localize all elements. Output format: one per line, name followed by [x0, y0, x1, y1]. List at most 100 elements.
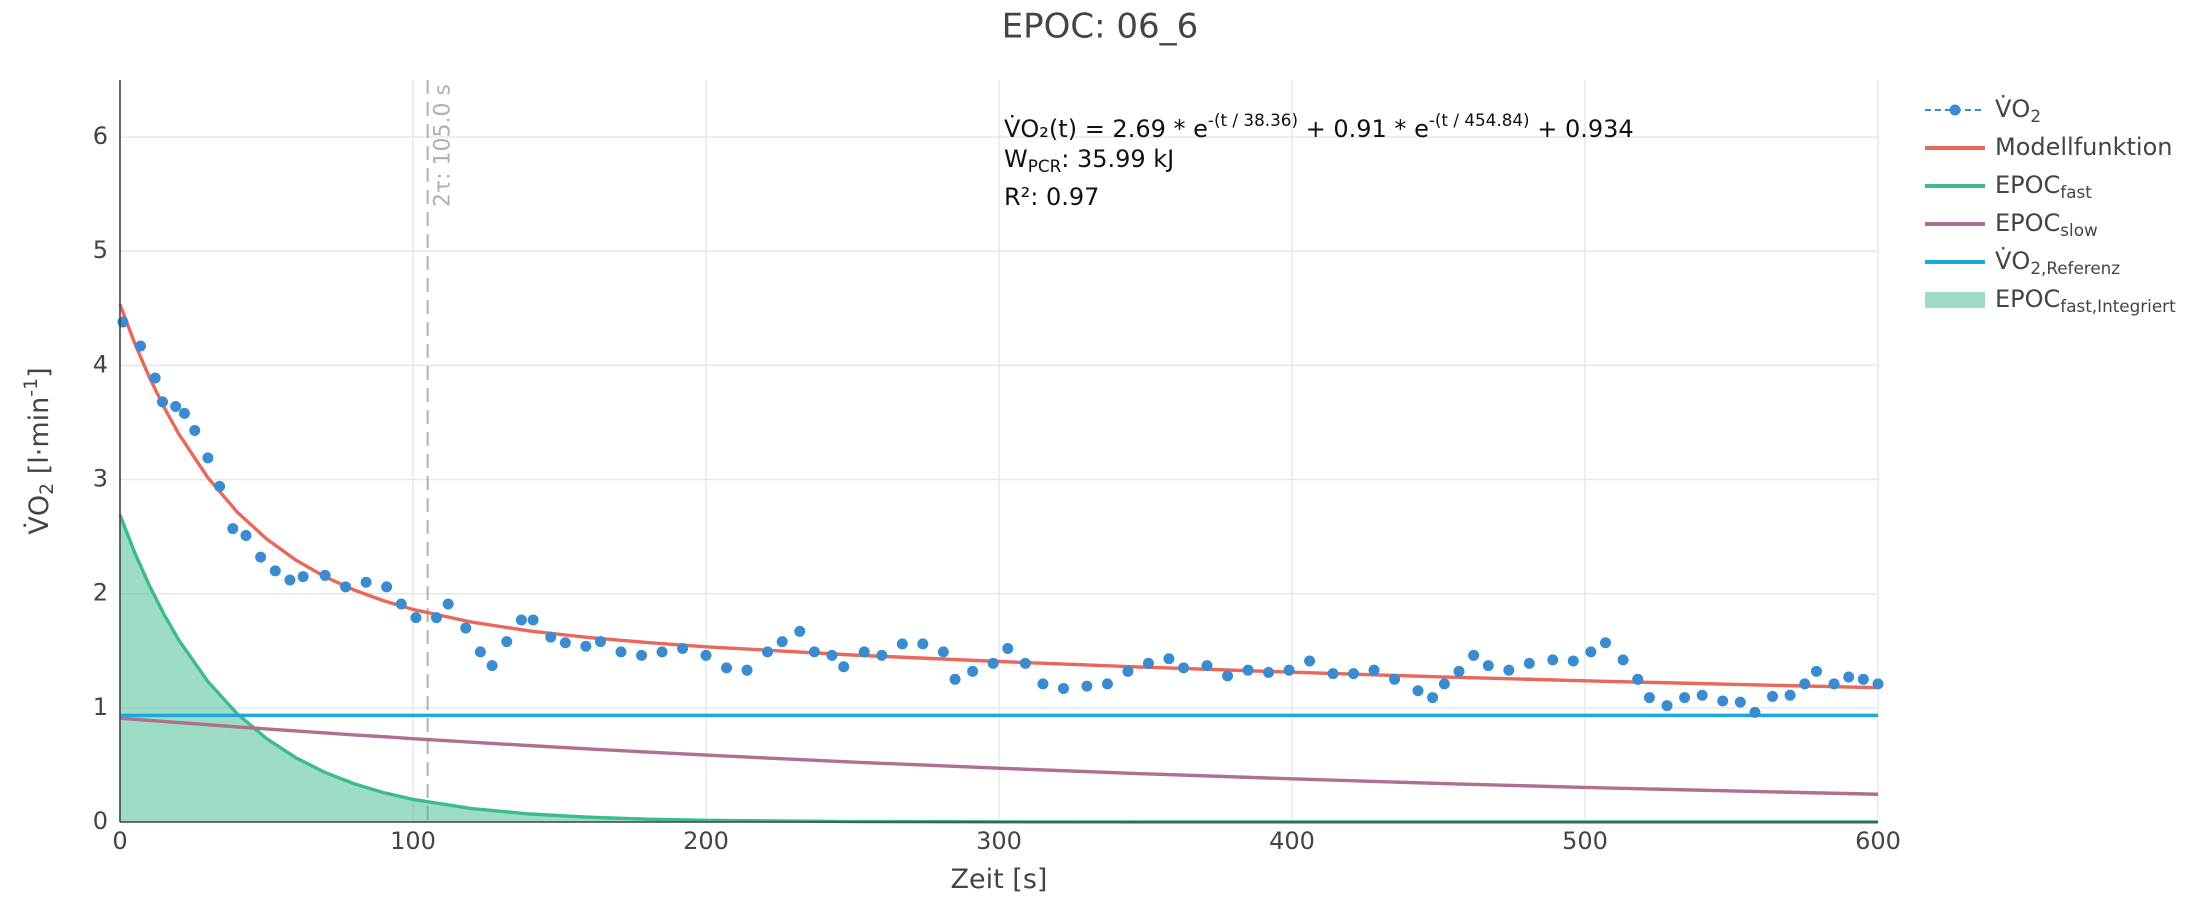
point	[1617, 654, 1629, 666]
point	[1019, 657, 1031, 669]
text-part: R²: 0.97	[1004, 183, 1099, 211]
point	[1810, 665, 1822, 677]
point	[202, 452, 214, 464]
point	[808, 646, 820, 658]
point	[1482, 660, 1494, 672]
annotation: R²: 0.97	[1004, 183, 1099, 211]
text-part: 2	[36, 483, 58, 495]
text-part: fast,Integriert	[2060, 296, 2176, 316]
point	[1567, 655, 1579, 667]
point	[1784, 689, 1796, 701]
point	[178, 407, 190, 419]
line	[119, 716, 1879, 796]
text-part: 2	[2030, 106, 2041, 126]
point	[501, 636, 513, 648]
y-tick-label: 4	[93, 350, 108, 378]
point	[1122, 665, 1134, 677]
point	[1178, 662, 1190, 674]
point	[1412, 685, 1424, 697]
annotation: WPCR: 35.99 kJ	[1004, 145, 1174, 176]
legend-label: EPOCfast	[1995, 171, 2092, 202]
point	[1222, 670, 1234, 682]
point	[700, 649, 712, 661]
point	[227, 523, 239, 535]
point	[1799, 678, 1811, 690]
point	[340, 581, 352, 593]
point	[395, 598, 407, 610]
x-tick-label: 100	[390, 827, 436, 855]
point	[381, 581, 393, 593]
point	[527, 614, 539, 626]
point	[1717, 695, 1729, 707]
point	[269, 565, 281, 577]
point	[149, 372, 161, 384]
point	[896, 638, 908, 650]
point	[545, 631, 557, 643]
x-tick-label: 400	[1269, 827, 1315, 855]
point	[135, 340, 147, 352]
point	[776, 636, 788, 648]
y-tick-label: 3	[93, 465, 108, 493]
text-part: Zeit [s]	[951, 864, 1048, 895]
point	[741, 664, 753, 676]
point	[1101, 678, 1113, 690]
y-tick-label: 5	[93, 236, 108, 264]
text-part: EPOC	[1995, 171, 2060, 199]
point	[949, 673, 961, 685]
point	[1438, 678, 1450, 690]
legend-label: EPOCslow	[1995, 209, 2098, 240]
point	[595, 636, 607, 648]
text-part: [l·min	[24, 397, 55, 483]
point	[1389, 673, 1401, 685]
x-tick-label: 200	[683, 827, 729, 855]
point	[1843, 671, 1855, 683]
point	[1468, 649, 1480, 661]
x-tick-label: 300	[976, 827, 1022, 855]
point	[838, 661, 850, 673]
point	[1828, 678, 1840, 690]
point	[284, 574, 296, 586]
point	[615, 646, 627, 658]
point	[1368, 664, 1380, 676]
point	[1327, 668, 1339, 680]
point	[1600, 637, 1612, 649]
chart-title: EPOC: 06_6	[1002, 7, 1199, 47]
point	[410, 612, 422, 624]
legend-label: V̇O2	[1995, 95, 2041, 126]
text-part: V̇O	[23, 495, 55, 535]
x-tick-label: 600	[1855, 827, 1901, 855]
point	[876, 649, 888, 661]
x-tick-label: 500	[1562, 827, 1608, 855]
point	[1503, 664, 1515, 676]
point	[762, 646, 774, 658]
point	[1872, 678, 1884, 690]
text-part: ]	[24, 367, 55, 378]
point	[1734, 696, 1746, 708]
point	[1585, 646, 1597, 658]
text-part: -1	[20, 378, 42, 397]
y-axis-title: V̇O2 [l·min-1]	[20, 367, 58, 534]
point	[255, 551, 267, 563]
legend-item: V̇O2	[1925, 95, 2041, 126]
point	[117, 316, 129, 328]
point	[794, 625, 806, 637]
annotation: V̇O₂(t) = 2.69 * e-(t / 38.36) + 0.91 * …	[1004, 110, 1634, 143]
point	[636, 649, 648, 661]
point	[1453, 665, 1465, 677]
point	[1263, 666, 1275, 678]
legend-symbol	[1925, 292, 1985, 308]
point	[214, 480, 226, 492]
text-part: W	[1004, 145, 1028, 173]
point	[170, 400, 182, 412]
point	[1057, 682, 1069, 694]
point	[1632, 673, 1644, 685]
text-part: EPOC	[1995, 285, 2060, 313]
point	[515, 614, 527, 626]
legend-item: Modellfunktion	[1925, 133, 2172, 161]
text-part: V̇O	[1995, 247, 2030, 275]
point	[721, 662, 733, 674]
point	[1679, 692, 1691, 704]
legend-item: EPOCslow	[1925, 209, 2098, 240]
point	[460, 622, 472, 634]
point	[858, 646, 870, 658]
